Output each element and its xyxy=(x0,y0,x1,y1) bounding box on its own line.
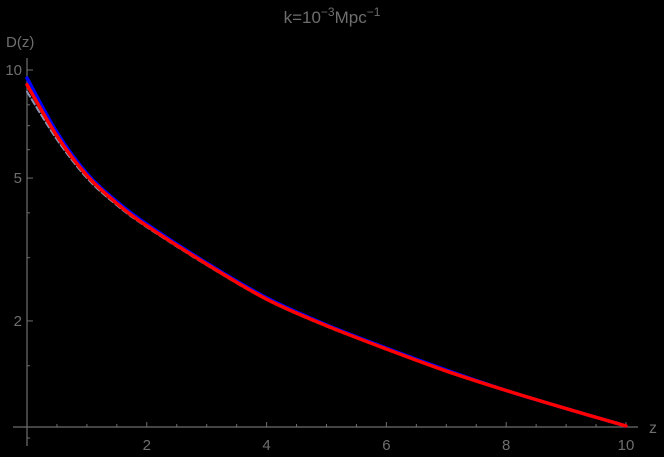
x-tick-label: 6 xyxy=(382,437,390,454)
series-group xyxy=(25,76,628,428)
x-tick-label: 10 xyxy=(618,437,635,454)
axes xyxy=(13,58,638,446)
series-gray-dashed xyxy=(26,90,627,427)
x-tick-label: 8 xyxy=(502,437,510,454)
y-axis-label: D(z) xyxy=(6,34,34,51)
chart-title: k=10−3Mpc−1 xyxy=(284,5,381,27)
series-red xyxy=(25,82,628,428)
y-tick-label: 2 xyxy=(14,313,22,330)
x-tick-label: 2 xyxy=(143,437,151,454)
series-blue xyxy=(25,76,628,428)
x-axis-label: z xyxy=(649,420,657,437)
ticks: 2 4 6 8 10 2 5 10 xyxy=(5,62,634,454)
y-tick-label: 10 xyxy=(5,62,22,79)
x-tick-label: 4 xyxy=(262,437,270,454)
y-tick-label: 5 xyxy=(14,170,22,187)
